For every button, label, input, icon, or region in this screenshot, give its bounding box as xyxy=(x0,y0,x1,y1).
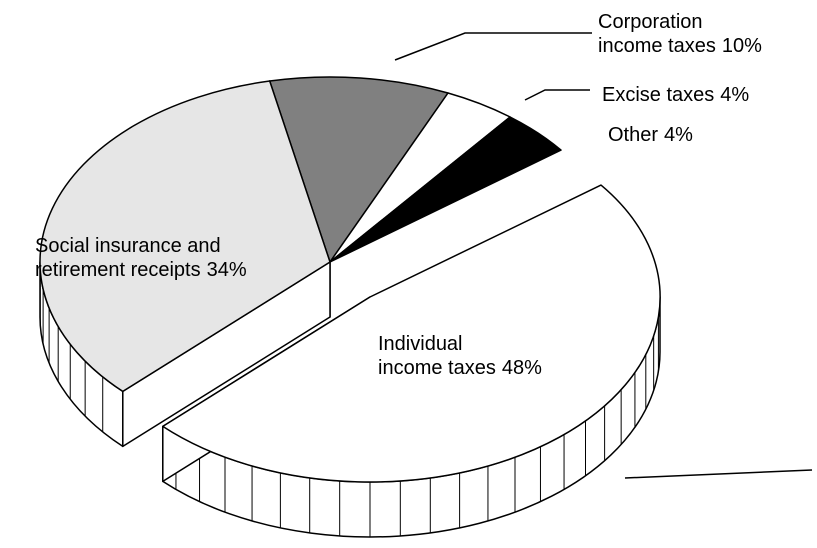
label-line: income taxes xyxy=(378,357,496,379)
category-label: Other xyxy=(608,124,658,146)
label-line: income taxes xyxy=(598,35,716,57)
value-label: 34% xyxy=(207,259,247,281)
slice-label: Excise taxes 4% xyxy=(602,84,749,106)
category-label: Corporation income taxes xyxy=(598,11,716,57)
value-label: 10% xyxy=(722,35,762,57)
value-label: 48% xyxy=(502,357,542,379)
pie-slice xyxy=(162,184,661,483)
label-line: Excise taxes xyxy=(602,84,714,106)
pie-slice xyxy=(329,116,562,263)
category-label: Individual income taxes xyxy=(378,333,496,379)
category-label: Social insurance and retirement receipts xyxy=(35,235,226,281)
value-label: 4% xyxy=(720,84,749,106)
slice-label: Individual income taxes 48% xyxy=(378,333,542,379)
category-label: Excise taxes xyxy=(602,84,714,106)
slice-label: Corporation income taxes 10% xyxy=(598,11,762,57)
label-line: Corporation xyxy=(598,11,708,33)
pie-slice xyxy=(39,80,331,393)
leader-line xyxy=(524,89,590,101)
label-line: Social insurance and xyxy=(35,235,226,257)
slice-label: Social insurance and retirement receipts… xyxy=(35,235,247,281)
leader-line xyxy=(624,469,813,479)
label-line: Other xyxy=(608,124,658,146)
label-line: retirement receipts xyxy=(35,259,201,281)
value-label: 4% xyxy=(664,124,693,146)
pie-slice xyxy=(268,76,449,263)
leader-line xyxy=(394,32,592,61)
slice-label: Other 4% xyxy=(608,124,693,146)
label-line: Individual xyxy=(378,333,468,355)
